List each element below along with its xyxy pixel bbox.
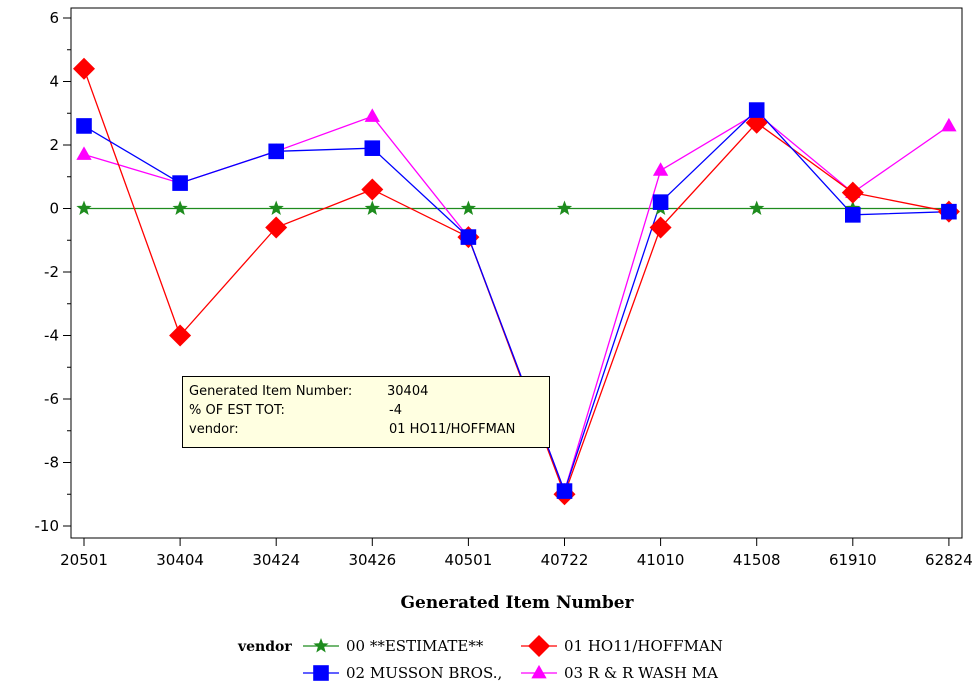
y-tick-label: 6 xyxy=(49,9,59,27)
x-tick-label: 40501 xyxy=(445,551,493,569)
tooltip-key-pct: % OF EST TOT: xyxy=(189,403,285,418)
triangle-marker[interactable] xyxy=(76,146,92,160)
x-tick-label: 30424 xyxy=(252,551,300,569)
square-marker[interactable] xyxy=(268,143,284,160)
y-tick-label: -8 xyxy=(44,454,59,472)
square-marker[interactable] xyxy=(941,203,957,220)
star-marker[interactable] xyxy=(460,200,476,216)
tooltip-value-item: 30404 xyxy=(387,384,429,399)
star-marker[interactable] xyxy=(172,200,188,216)
x-axis-title: Generated Item Number xyxy=(400,593,634,613)
legend-label: 02 MUSSON BROS., xyxy=(346,664,502,682)
star-marker[interactable] xyxy=(76,200,92,216)
triangle-marker[interactable] xyxy=(364,108,380,122)
series-markers xyxy=(73,57,960,506)
square-marker[interactable] xyxy=(652,194,669,210)
tooltip-value-pct: -4 xyxy=(389,403,402,418)
y-tick-label: -2 xyxy=(44,263,59,281)
legend: vendor 00 **ESTIMATE** 01 HO11/HOFFMAN 02 M… xyxy=(237,635,723,682)
legend-square-icon[interactable] xyxy=(313,665,329,681)
legend-diamond-icon[interactable] xyxy=(528,635,550,657)
legend-label: 00 **ESTIMATE** xyxy=(346,637,484,655)
x-tick-label: 62824 xyxy=(925,551,973,569)
x-tick-label: 61910 xyxy=(829,551,877,569)
y-tick-label: -6 xyxy=(44,390,59,408)
star-marker[interactable] xyxy=(556,200,573,216)
legend-triangle-icon[interactable] xyxy=(531,664,547,679)
y-tick-label: -4 xyxy=(44,327,59,345)
y-tick-label: 2 xyxy=(49,136,59,154)
x-tick-label: 20501 xyxy=(60,551,108,569)
star-marker[interactable] xyxy=(749,200,765,216)
x-tick-label: 40722 xyxy=(541,551,589,569)
star-marker[interactable] xyxy=(268,200,284,216)
plot-area xyxy=(70,7,963,539)
x-tick-label: 41010 xyxy=(637,551,685,569)
diamond-marker[interactable] xyxy=(361,178,384,201)
x-tick-label: 30426 xyxy=(348,551,396,569)
legend-item[interactable]: 01 HO11/HOFFMAN xyxy=(521,635,723,657)
square-marker[interactable] xyxy=(845,207,861,223)
diamond-marker[interactable] xyxy=(841,181,864,204)
x-tick-label: 30404 xyxy=(156,551,204,569)
square-marker[interactable] xyxy=(460,229,477,245)
square-marker[interactable] xyxy=(748,102,765,118)
series-lines xyxy=(83,68,950,497)
y-axis: 6 4 2 0 -2 -4 -6 -8 -10 xyxy=(35,9,71,535)
series-line-square xyxy=(83,109,949,494)
star-marker[interactable] xyxy=(364,200,380,216)
legend-item[interactable]: 03 R & R WASH MA xyxy=(521,664,718,682)
triangle-marker[interactable] xyxy=(652,162,669,176)
tooltip-key-item: Generated Item Number: xyxy=(189,384,353,399)
legend-label: 01 HO11/HOFFMAN xyxy=(564,637,723,655)
y-tick-label: 0 xyxy=(49,200,59,218)
square-marker[interactable] xyxy=(364,140,381,156)
square-marker[interactable] xyxy=(76,118,92,134)
legend-item[interactable]: 02 MUSSON BROS., xyxy=(303,664,502,682)
triangle-marker[interactable] xyxy=(941,117,957,132)
diamond-marker[interactable] xyxy=(169,324,192,347)
diamond-marker[interactable] xyxy=(649,216,672,239)
y-tick-label: -10 xyxy=(35,517,60,535)
tooltip-key-vendor: vendor: xyxy=(189,422,239,437)
y-tick-label: 4 xyxy=(49,73,59,91)
square-marker[interactable] xyxy=(172,175,188,191)
x-tick-label: 41508 xyxy=(733,551,781,569)
diamond-marker[interactable] xyxy=(265,216,288,239)
square-marker[interactable] xyxy=(556,483,573,499)
tooltip-value-vendor: 01 HO11/HOFFMAN xyxy=(389,422,516,437)
data-point-tooltip: Generated Item Number: 30404 % OF EST TOT… xyxy=(182,376,550,448)
x-axis: 20501 30404 30424 30426 40501 40722 41010 41508… xyxy=(60,538,973,569)
legend-label: 03 R & R WASH MA xyxy=(564,664,718,682)
diamond-marker[interactable] xyxy=(73,57,95,80)
legend-star-icon[interactable] xyxy=(313,638,329,653)
legend-item[interactable]: 00 **ESTIMATE** xyxy=(303,637,484,655)
legend-title: vendor xyxy=(237,639,292,655)
